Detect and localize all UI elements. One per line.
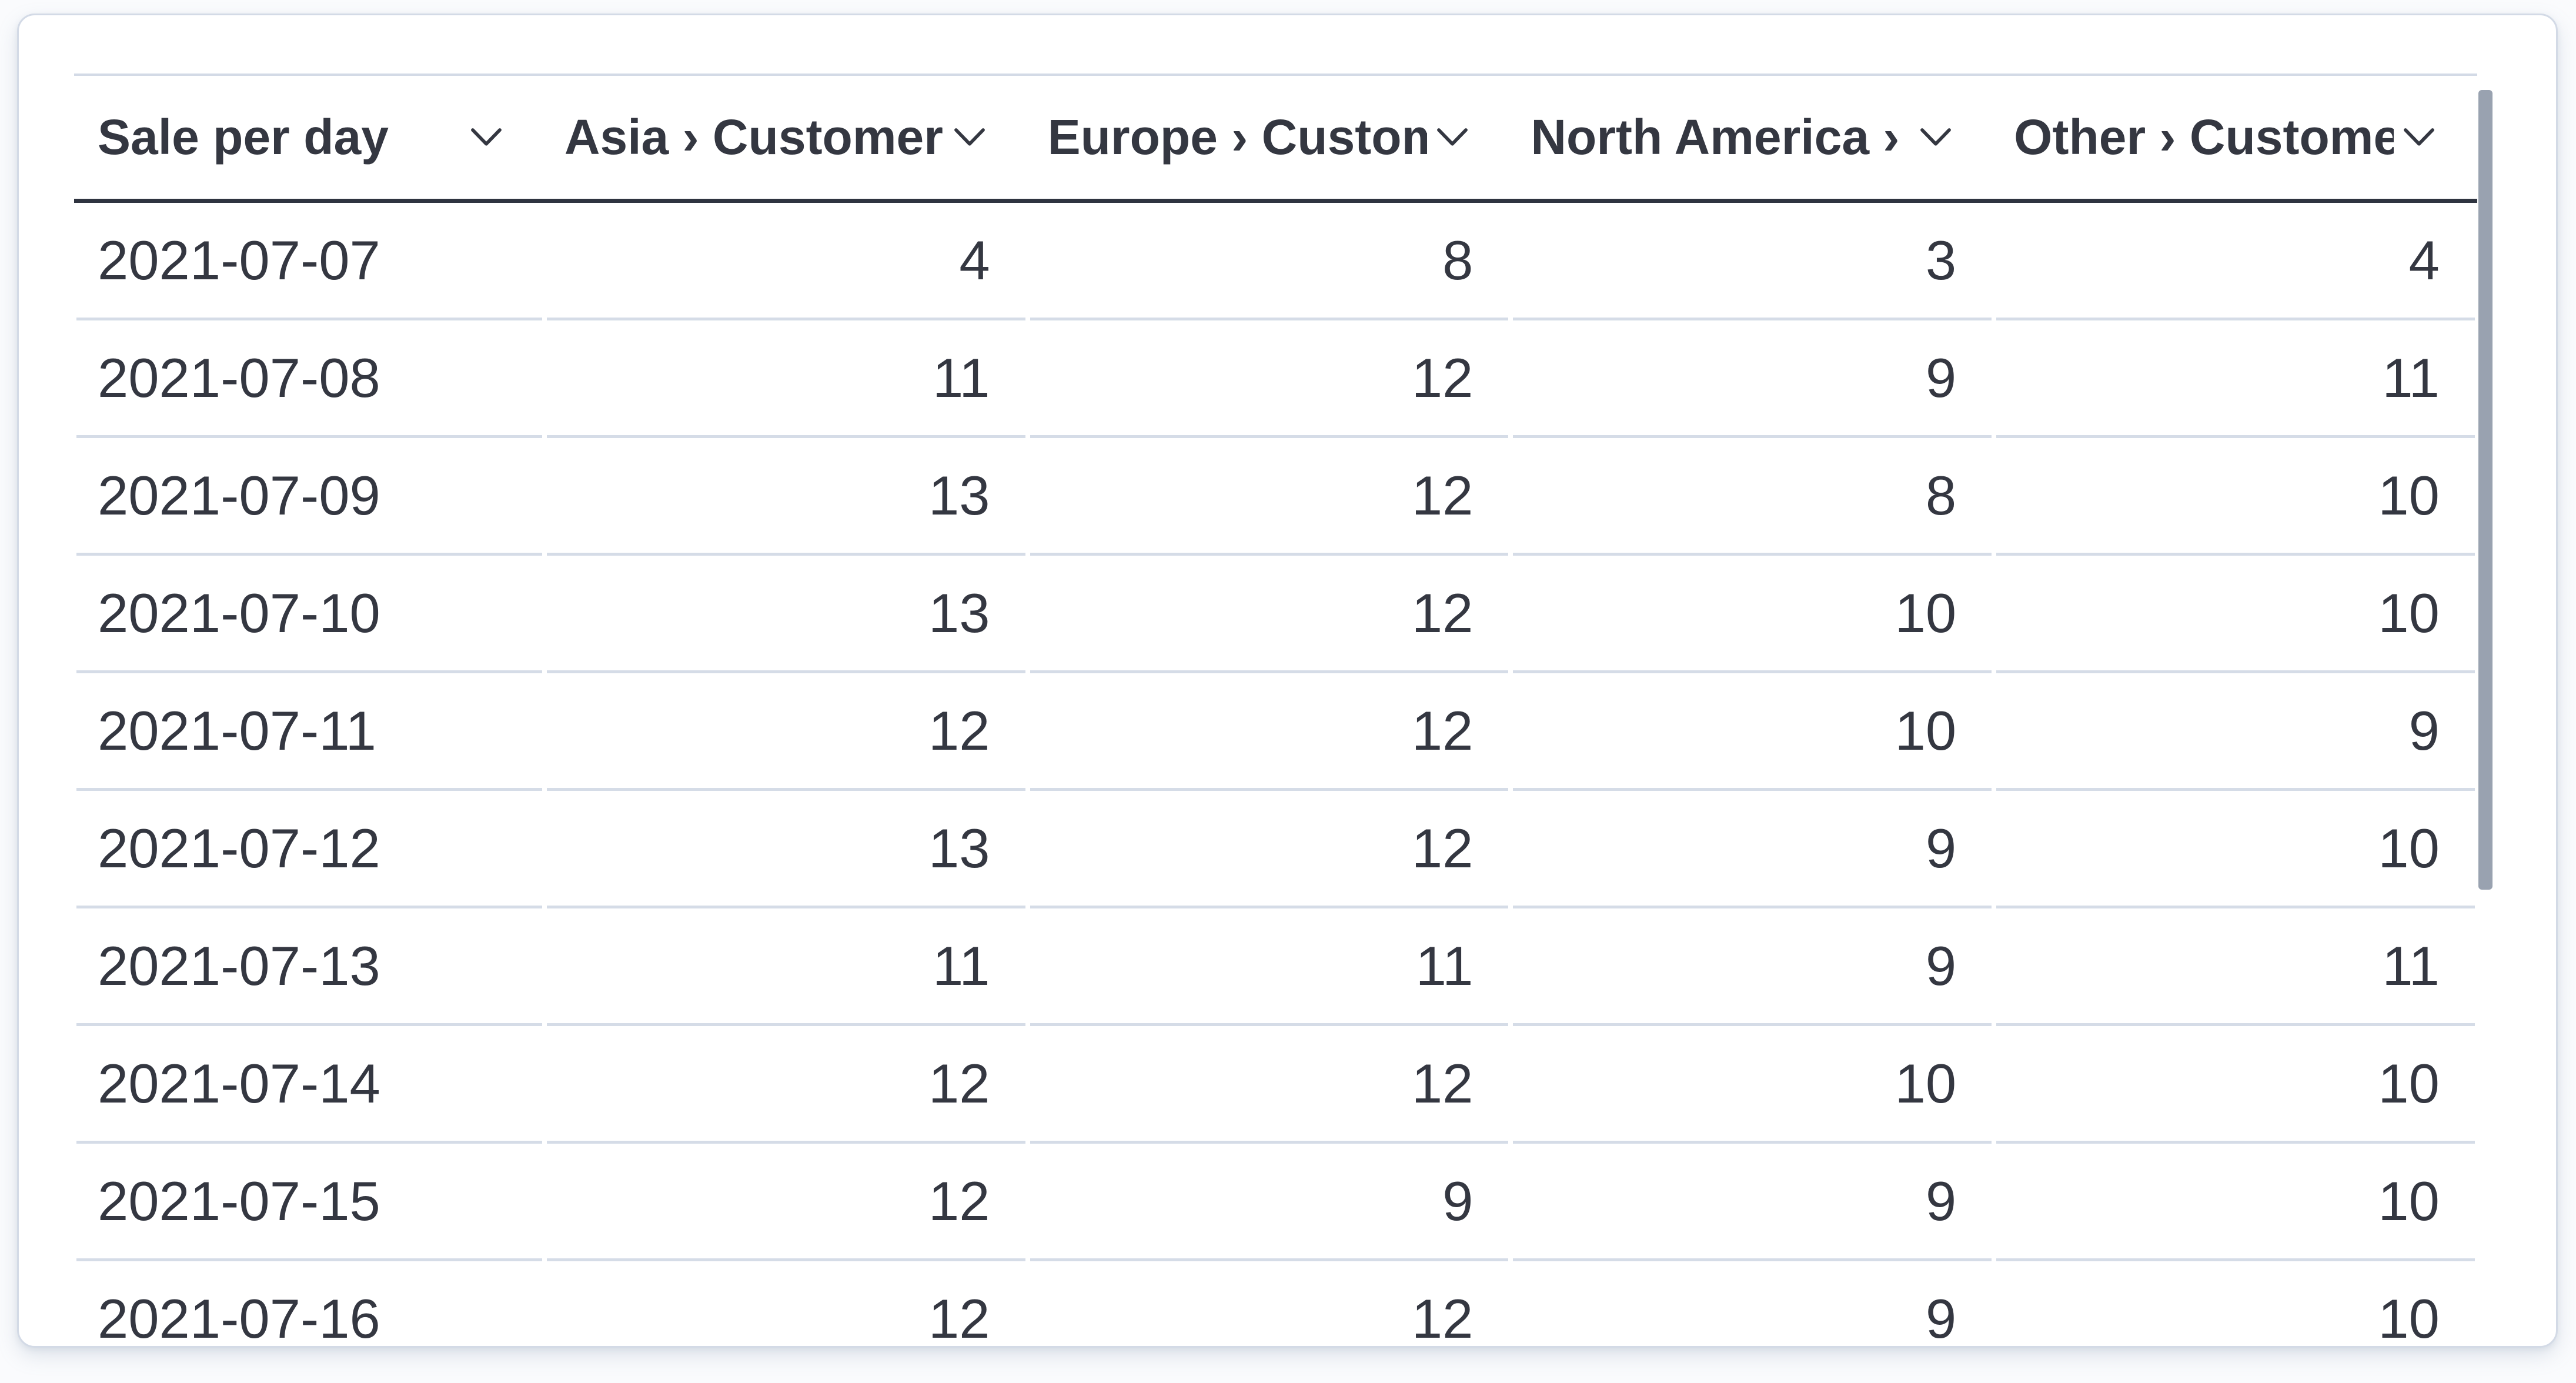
table-cell: 10 xyxy=(1996,438,2475,556)
table-cell: 12 xyxy=(1030,791,1509,908)
table-header-row: Sale per day Asia › Customers Europe › C… xyxy=(74,74,2477,203)
table-cell: 12 xyxy=(1030,556,1509,673)
table-row: 2021-07-10 13 12 10 10 xyxy=(74,556,2477,673)
table-cell: 10 xyxy=(1513,556,1992,673)
column-header-label: Sale per day xyxy=(98,109,389,165)
table-row: 2021-07-11 12 12 10 9 xyxy=(74,673,2477,791)
column-header[interactable]: North America › Customers xyxy=(1513,76,1992,199)
column-header[interactable]: Europe › Customers xyxy=(1030,76,1509,199)
table-cell: 2021-07-11 xyxy=(76,673,542,791)
table-cell: 2021-07-14 xyxy=(76,1026,542,1144)
chevron-down-icon[interactable] xyxy=(469,127,503,148)
table-cell: 12 xyxy=(1030,438,1509,556)
data-grid: Sale per day Asia › Customers Europe › C… xyxy=(74,74,2477,1347)
table-cell: 9 xyxy=(1513,1144,1992,1261)
table-cell: 10 xyxy=(1996,556,2475,673)
table-cell: 13 xyxy=(546,791,1025,908)
table-cell: 10 xyxy=(1513,1026,1992,1144)
table-cell: 2021-07-07 xyxy=(76,203,542,320)
column-header-label: Asia › Customers xyxy=(564,109,944,165)
chevron-down-icon[interactable] xyxy=(953,127,987,148)
table-cell: 12 xyxy=(1030,1026,1509,1144)
table-cell: 2021-07-15 xyxy=(76,1144,542,1261)
table-body: 2021-07-07 4 8 3 4 2021-07-08 11 12 9 11 2021-07-0… xyxy=(74,203,2477,1347)
table-row: 2021-07-09 13 12 8 10 xyxy=(74,438,2477,556)
column-header-label: Other › Customers xyxy=(2014,109,2394,165)
table-cell: 4 xyxy=(1996,203,2475,320)
column-header[interactable]: Sale per day xyxy=(76,76,542,199)
table-cell: 8 xyxy=(1030,203,1509,320)
chevron-down-icon[interactable] xyxy=(2402,127,2436,148)
table-cell: 10 xyxy=(1996,791,2475,908)
table-cell: 10 xyxy=(1513,673,1992,791)
table-cell: 3 xyxy=(1513,203,1992,320)
table-row: 2021-07-15 12 9 9 10 xyxy=(74,1144,2477,1261)
table-cell: 10 xyxy=(1996,1144,2475,1261)
table-cell: 2021-07-16 xyxy=(76,1261,542,1347)
table-row: 2021-07-07 4 8 3 4 xyxy=(74,203,2477,320)
table-cell: 12 xyxy=(1030,320,1509,438)
column-header[interactable]: Asia › Customers xyxy=(547,76,1025,199)
table-cell: 9 xyxy=(1030,1144,1509,1261)
table-cell: 2021-07-13 xyxy=(76,908,542,1026)
table-cell: 11 xyxy=(1996,908,2475,1026)
table-cell: 12 xyxy=(1030,1261,1509,1347)
table-cell: 11 xyxy=(546,320,1025,438)
table-row: 2021-07-13 11 11 9 11 xyxy=(74,908,2477,1026)
table-row: 2021-07-08 11 12 9 11 xyxy=(74,320,2477,438)
table-cell: 9 xyxy=(1513,320,1992,438)
table-cell: 11 xyxy=(546,908,1025,1026)
column-header[interactable]: Other › Customers xyxy=(1996,76,2475,199)
table-cell: 12 xyxy=(1030,673,1509,791)
table-cell: 11 xyxy=(1030,908,1509,1026)
table-cell: 9 xyxy=(1513,1261,1992,1347)
table-row: 2021-07-16 12 12 9 10 xyxy=(74,1261,2477,1347)
table-cell: 2021-07-08 xyxy=(76,320,542,438)
table-row: 2021-07-14 12 12 10 10 xyxy=(74,1026,2477,1144)
table-cell: 8 xyxy=(1513,438,1992,556)
table-cell: 12 xyxy=(546,1026,1025,1144)
table-cell: 10 xyxy=(1996,1261,2475,1347)
table-cell: 13 xyxy=(546,556,1025,673)
table-cell: 12 xyxy=(546,1144,1025,1261)
table-row: 2021-07-12 13 12 9 10 xyxy=(74,791,2477,908)
table-cell: 11 xyxy=(1996,320,2475,438)
table-cell: 10 xyxy=(1996,1026,2475,1144)
table-cell: 9 xyxy=(1513,791,1992,908)
table-cell: 2021-07-12 xyxy=(76,791,542,908)
table-cell: 4 xyxy=(546,203,1025,320)
table-cell: 2021-07-09 xyxy=(76,438,542,556)
chevron-down-icon[interactable] xyxy=(1919,127,1953,148)
table-cell: 9 xyxy=(1513,908,1992,1026)
table-cell: 2021-07-10 xyxy=(76,556,542,673)
column-header-label: North America › Customers xyxy=(1531,109,1910,165)
vertical-scrollbar-thumb[interactable] xyxy=(2478,90,2493,890)
table-cell: 12 xyxy=(547,1261,1025,1347)
table-cell: 13 xyxy=(546,438,1025,556)
data-table-panel: Sale per day Asia › Customers Europe › C… xyxy=(17,14,2558,1348)
chevron-down-icon[interactable] xyxy=(1435,127,1469,148)
table-cell: 12 xyxy=(546,673,1025,791)
column-header-label: Europe › Customers xyxy=(1047,109,1428,165)
table-cell: 9 xyxy=(1996,673,2475,791)
